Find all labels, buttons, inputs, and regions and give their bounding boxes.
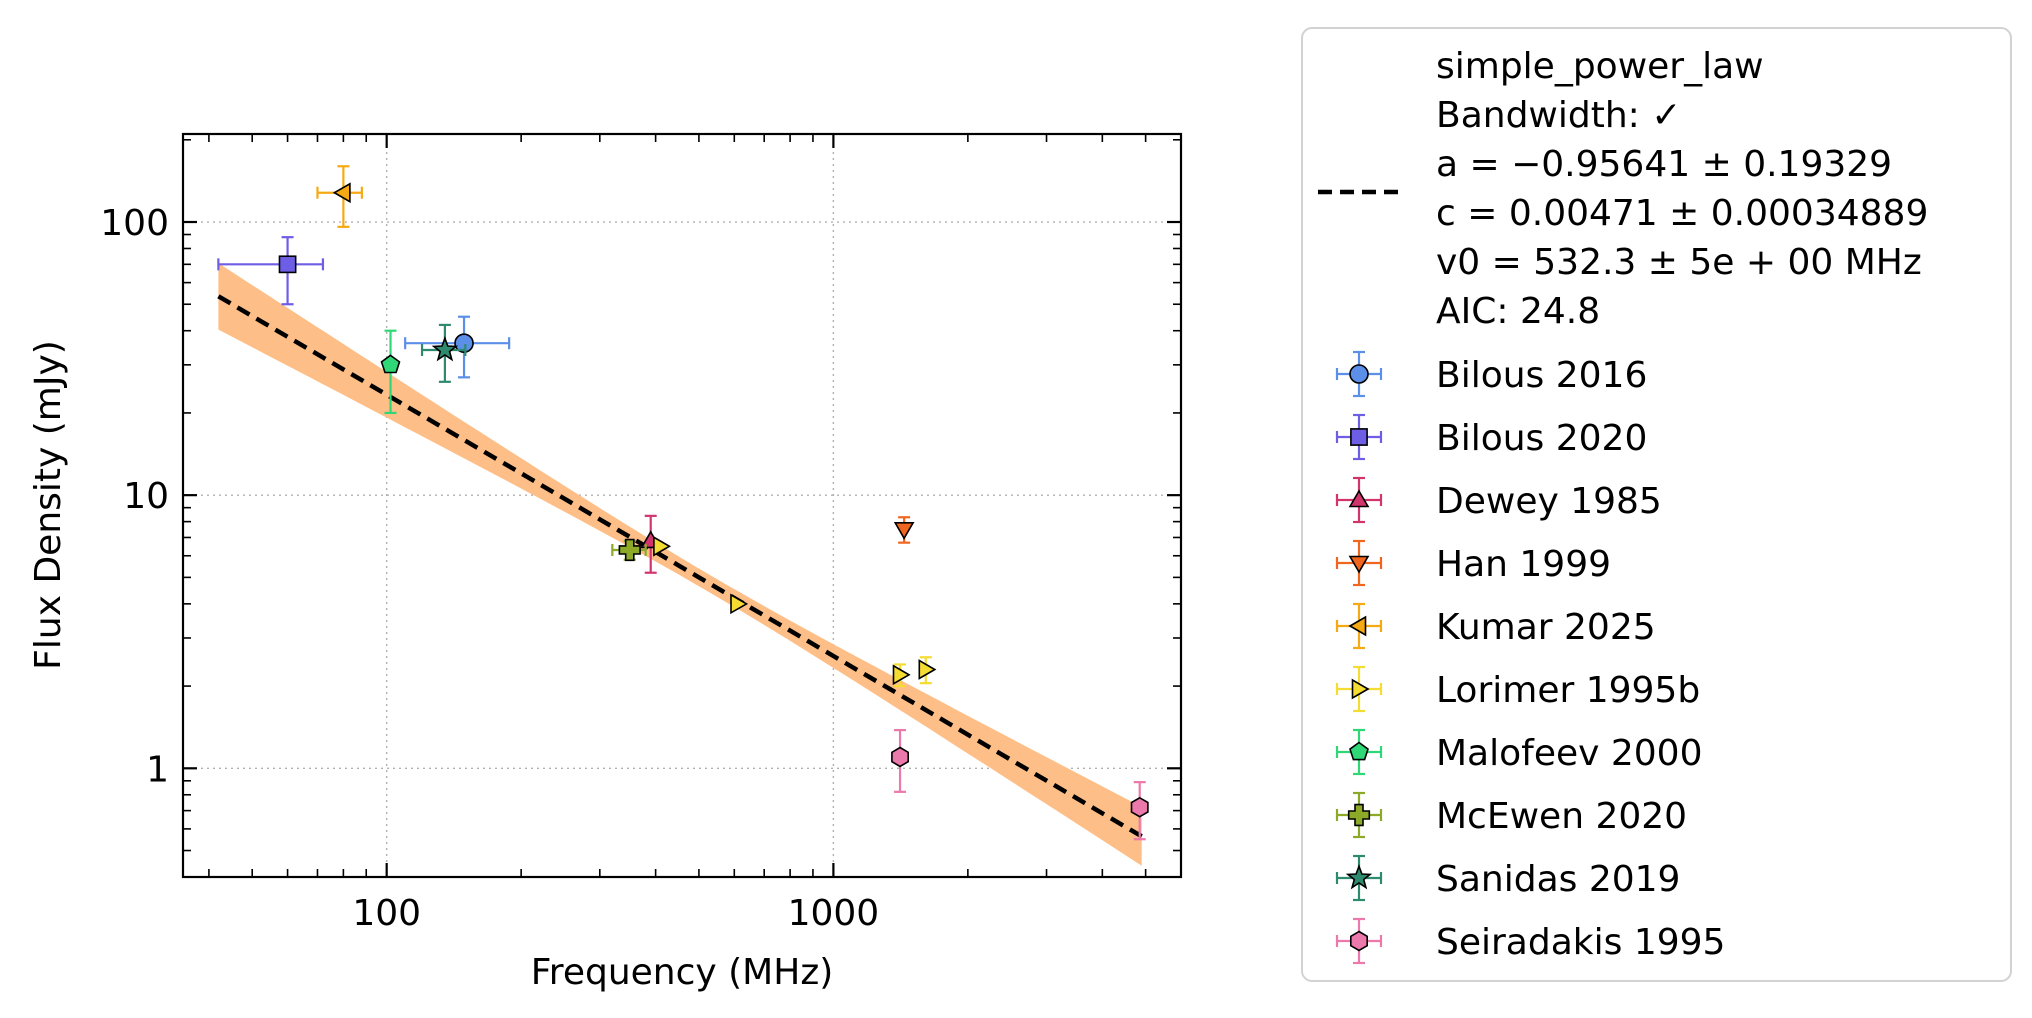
x-tick-label: 100 bbox=[352, 893, 421, 934]
data-point-lorimer-1995b bbox=[730, 593, 749, 615]
legend-marker-lorimer-1995b bbox=[1351, 678, 1370, 700]
data-point-mcewen-2020 bbox=[618, 538, 641, 562]
data-point-lorimer-1995b bbox=[918, 659, 937, 680]
legend-fit-text: simple_power_law Bandwidth: ✓ a = −0.95641… bbox=[1436, 46, 1928, 332]
legend-label-lorimer-1995b: Lorimer 1995b bbox=[1436, 670, 1700, 711]
legend-label-malofeev-2000: Malofeev 2000 bbox=[1436, 733, 1702, 774]
grid-lines bbox=[183, 134, 1181, 877]
data-points bbox=[217, 165, 1149, 841]
x-axis-label: Frequency (MHz) bbox=[531, 952, 834, 993]
legend-label-bilous-2016: Bilous 2016 bbox=[1436, 355, 1647, 396]
fit-line bbox=[217, 294, 1143, 839]
y-axis-label: Flux Density (mJy) bbox=[28, 340, 69, 670]
legend-marker-sanidas-2019 bbox=[1345, 864, 1373, 890]
legend-fit-line: AIC: 24.8 bbox=[1436, 291, 1600, 332]
data-point-seiradakis-1995 bbox=[891, 746, 910, 768]
data-point-lorimer-1995b bbox=[892, 664, 911, 686]
legend-label-bilous-2020: Bilous 2020 bbox=[1436, 418, 1647, 459]
legend-marker-malofeev-2000 bbox=[1349, 741, 1369, 761]
legend-marker-bilous-2016 bbox=[1349, 364, 1369, 384]
legend-fit-line: c = 0.00471 ± 0.00034889 bbox=[1436, 193, 1928, 234]
plot-frame bbox=[181, 132, 1183, 879]
fit-line-layer bbox=[217, 294, 1143, 839]
data-point-sanidas-2019 bbox=[431, 336, 459, 362]
x-tick-label: 1000 bbox=[788, 893, 880, 934]
legend-label-mcewen-2020: McEwen 2020 bbox=[1436, 796, 1687, 837]
legend-series-entries: Bilous 2016 Bilous 2020 Dewey 1985 Han 1999… bbox=[1335, 350, 1725, 965]
legend-marker-seiradakis-1995 bbox=[1350, 930, 1368, 952]
axis-ticks bbox=[183, 134, 1182, 878]
legend-label-sanidas-2019: Sanidas 2019 bbox=[1436, 859, 1680, 900]
y-tick-label: 10 bbox=[123, 476, 169, 517]
legend-box bbox=[1301, 27, 2012, 982]
legend-marker-han-1999 bbox=[1348, 555, 1370, 574]
legend-marker-mcewen-2020 bbox=[1347, 803, 1371, 827]
legend-fit-line: simple_power_law bbox=[1436, 46, 1764, 87]
legend-fit-line: Bandwidth: ✓ bbox=[1436, 95, 1681, 136]
legend-label-seiradakis-1995: Seiradakis 1995 bbox=[1436, 922, 1725, 963]
legend-fit-line: v0 = 532.3 ± 5e + 00 MHz bbox=[1436, 242, 1922, 283]
y-tick-label: 100 bbox=[100, 203, 169, 244]
data-point-seiradakis-1995 bbox=[1130, 796, 1149, 818]
legend-label-kumar-2025: Kumar 2025 bbox=[1436, 607, 1656, 648]
legend-marker-dewey-1985 bbox=[1348, 489, 1370, 508]
legend-fit-line: a = −0.95641 ± 0.19329 bbox=[1436, 144, 1892, 185]
data-point-lorimer-1995b bbox=[653, 535, 671, 557]
legend-label-han-1999: Han 1999 bbox=[1436, 544, 1611, 585]
legend: simple_power_law Bandwidth: ✓ a = −0.95641… bbox=[1301, 27, 2012, 982]
data-point-han-1999 bbox=[893, 521, 915, 540]
data-point-bilous-2020 bbox=[278, 255, 297, 274]
data-point-malofeev-2000 bbox=[380, 354, 401, 374]
legend-marker-kumar-2025 bbox=[1348, 615, 1367, 637]
y-tick-label: 1 bbox=[146, 749, 169, 790]
axis-tick-labels: 100 1000 1 10 100 bbox=[100, 203, 879, 934]
data-point-bilous-2016 bbox=[454, 333, 474, 354]
data-point-kumar-2025 bbox=[332, 182, 351, 204]
legend-marker-bilous-2020 bbox=[1350, 428, 1368, 446]
legend-label-dewey-1985: Dewey 1985 bbox=[1436, 481, 1662, 522]
